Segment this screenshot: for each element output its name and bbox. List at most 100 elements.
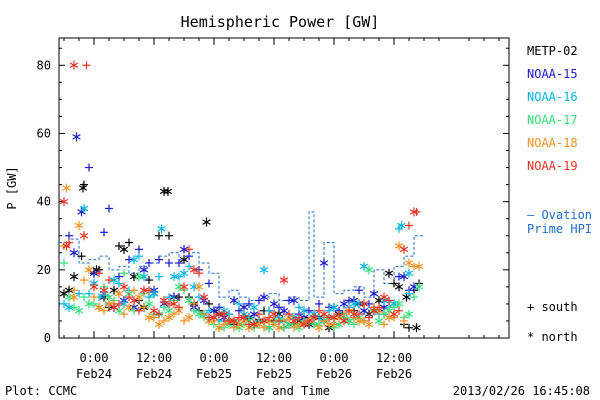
north-marker bbox=[184, 296, 194, 305]
north-marker-arm bbox=[269, 311, 279, 317]
north-marker bbox=[79, 231, 89, 241]
south-marker bbox=[295, 303, 303, 312]
north-marker-arm bbox=[62, 185, 71, 191]
north-marker-arm bbox=[69, 273, 79, 280]
north-marker bbox=[299, 306, 309, 316]
north-marker bbox=[139, 285, 149, 295]
north-marker-arm bbox=[62, 243, 71, 249]
south-marker bbox=[285, 296, 293, 305]
north-marker bbox=[59, 197, 69, 207]
south-marker bbox=[135, 252, 143, 261]
north-marker bbox=[179, 282, 189, 292]
south-marker bbox=[205, 306, 213, 315]
north-marker bbox=[349, 309, 359, 319]
south-marker bbox=[115, 279, 123, 288]
north-marker bbox=[64, 302, 74, 312]
north-marker-arm bbox=[399, 273, 409, 280]
north-marker-arm bbox=[134, 273, 144, 280]
x-tick-date: Feb24 bbox=[76, 367, 112, 381]
south-marker bbox=[185, 252, 193, 261]
north-marker bbox=[163, 186, 173, 196]
north-marker-arm bbox=[164, 314, 174, 321]
north-marker bbox=[84, 299, 94, 309]
north-marker bbox=[72, 132, 81, 142]
north-marker-arm bbox=[364, 321, 374, 328]
south-marker bbox=[380, 320, 388, 329]
north-marker-arm bbox=[99, 287, 109, 294]
north-marker-arm bbox=[202, 219, 211, 225]
north-marker-arm bbox=[249, 311, 259, 317]
north-marker bbox=[169, 299, 179, 309]
north-marker bbox=[279, 275, 289, 285]
south-marker bbox=[80, 276, 88, 285]
plot-credit: Plot: CCMC bbox=[5, 384, 77, 398]
south-marker bbox=[385, 296, 393, 305]
north-marker-arm bbox=[339, 301, 349, 307]
north-marker bbox=[179, 255, 189, 265]
north-marker-arm bbox=[314, 325, 324, 331]
south-marker bbox=[355, 286, 363, 295]
north-marker-arm bbox=[163, 188, 173, 195]
north-marker bbox=[109, 275, 119, 285]
marker-legend-entry: * north bbox=[527, 330, 578, 344]
north-marker bbox=[359, 261, 369, 271]
north-marker-arm bbox=[334, 321, 344, 328]
north-marker-arm bbox=[324, 321, 334, 328]
north-marker bbox=[179, 268, 189, 278]
south-marker bbox=[70, 303, 78, 312]
north-marker-arm bbox=[239, 314, 249, 321]
north-marker bbox=[414, 261, 424, 271]
north-marker-arm bbox=[219, 311, 229, 317]
south-marker bbox=[405, 289, 413, 298]
north-marker bbox=[414, 282, 424, 292]
north-marker-arm bbox=[64, 304, 74, 311]
north-marker-arm bbox=[114, 290, 124, 297]
south-marker bbox=[235, 299, 243, 308]
north-marker-arm bbox=[124, 304, 134, 311]
north-marker bbox=[129, 296, 139, 305]
data-points bbox=[59, 60, 424, 333]
north-marker-arm bbox=[129, 297, 139, 304]
north-marker bbox=[94, 302, 104, 312]
south-marker bbox=[165, 293, 173, 302]
north-marker-arm bbox=[179, 246, 189, 253]
south-marker bbox=[160, 316, 168, 325]
north-marker-arm bbox=[179, 270, 189, 276]
south-marker bbox=[375, 303, 383, 312]
south-marker bbox=[345, 296, 353, 305]
north-marker-arm bbox=[194, 284, 204, 290]
north-marker-arm bbox=[379, 294, 389, 300]
north-marker bbox=[74, 306, 84, 316]
north-marker-arm bbox=[209, 307, 219, 314]
north-marker-arm bbox=[139, 287, 149, 294]
y-axis-label: P [GW] bbox=[5, 166, 19, 209]
north-marker bbox=[404, 268, 414, 278]
south-marker bbox=[205, 279, 213, 288]
south-marker bbox=[135, 245, 143, 254]
north-marker-arm bbox=[274, 325, 284, 331]
south-marker bbox=[225, 316, 233, 325]
south-marker bbox=[245, 299, 253, 308]
x-tick-date: Feb25 bbox=[256, 367, 292, 381]
south-marker bbox=[305, 316, 313, 325]
north-marker-arm bbox=[359, 307, 369, 314]
south-marker bbox=[325, 313, 333, 322]
north-marker bbox=[339, 316, 349, 326]
north-marker bbox=[379, 292, 389, 302]
south-marker bbox=[380, 310, 388, 319]
north-marker bbox=[239, 313, 249, 323]
south-marker bbox=[82, 61, 91, 70]
north-marker-arm bbox=[264, 325, 274, 331]
north-marker bbox=[339, 299, 349, 309]
x-tick-time: 0:00 bbox=[320, 351, 349, 365]
north-marker bbox=[164, 313, 174, 323]
north-marker-arm bbox=[249, 304, 259, 311]
south-marker bbox=[205, 313, 213, 322]
north-marker bbox=[369, 289, 379, 299]
north-marker-arm bbox=[397, 222, 406, 229]
north-marker-arm bbox=[179, 284, 189, 290]
north-marker bbox=[249, 302, 259, 312]
south-marker bbox=[77, 252, 86, 261]
south-marker bbox=[95, 269, 103, 278]
north-marker-arm bbox=[414, 284, 424, 290]
